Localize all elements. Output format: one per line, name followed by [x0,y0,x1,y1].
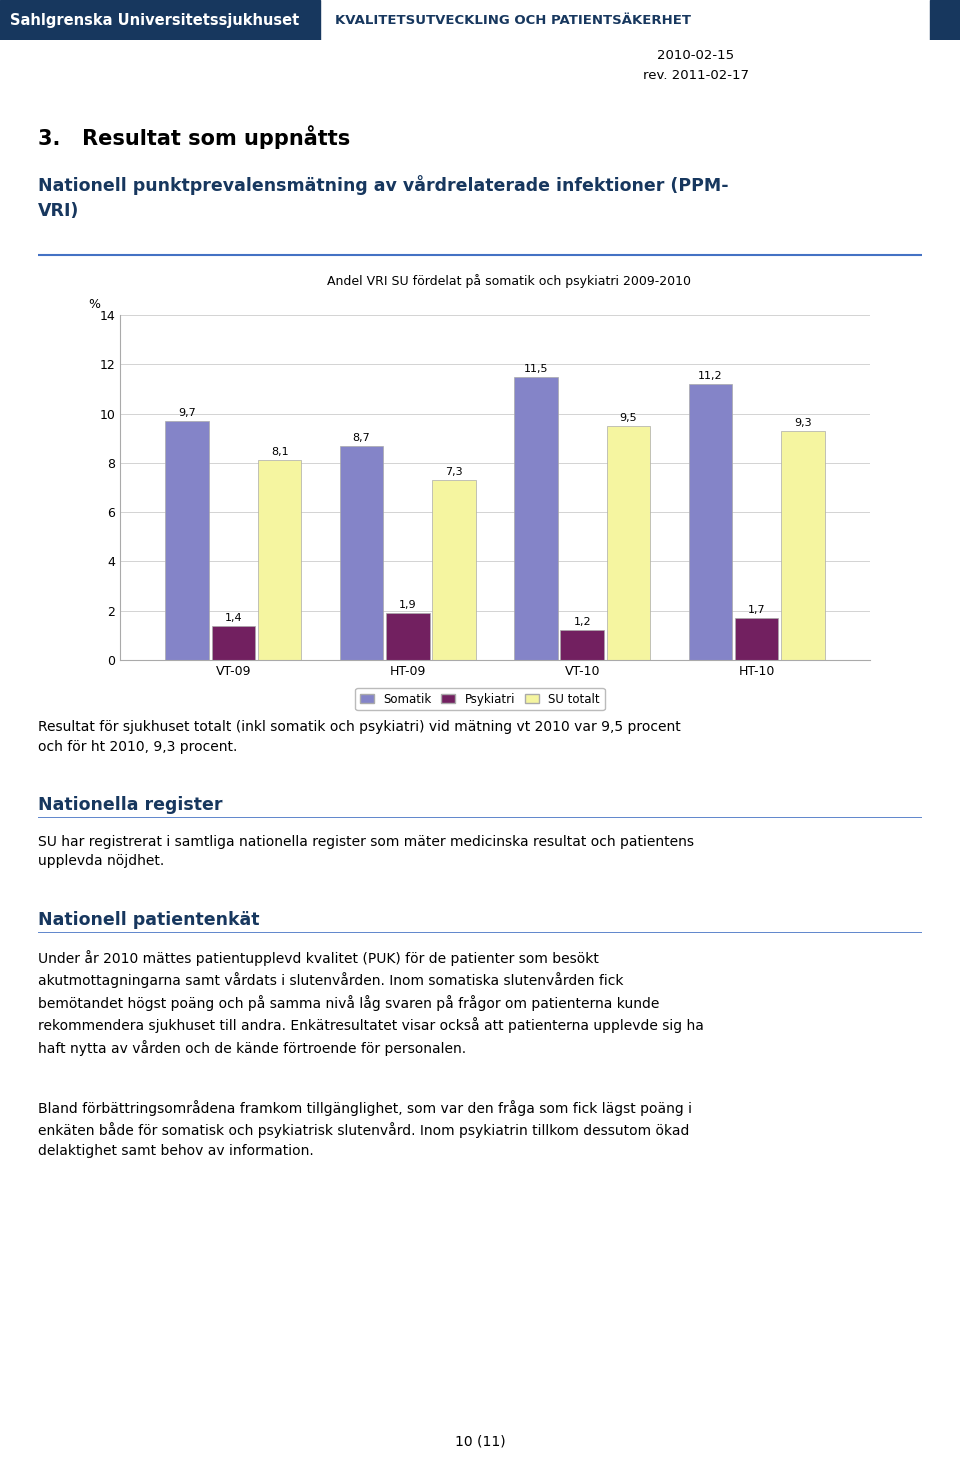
Text: Andel VRI SU fördelat på somatik och psykiatri 2009-2010: Andel VRI SU fördelat på somatik och psy… [326,274,691,288]
Text: Nationella register: Nationella register [38,795,223,814]
Text: 1,2: 1,2 [573,618,591,627]
Text: 1,4: 1,4 [225,612,242,622]
Text: 3.   Resultat som uppnåtts: 3. Resultat som uppnåtts [38,125,350,149]
Text: Bland förbättringsområdena framkom tillgänglighet, som var den fråga som fick lä: Bland förbättringsområdena framkom tillg… [38,1100,692,1158]
Text: 11,2: 11,2 [698,372,723,381]
Text: 9,7: 9,7 [179,409,196,417]
Text: 7,3: 7,3 [445,468,463,476]
Text: 9,5: 9,5 [619,413,637,423]
Text: %: % [87,298,100,311]
Bar [432,479,476,659]
Bar [607,426,650,659]
Text: 11,5: 11,5 [524,364,548,373]
Bar [386,614,429,659]
Bar [165,420,209,659]
Bar [734,618,779,659]
Text: 2010-02-15: 2010-02-15 [658,49,734,62]
Text: Nationell punktprevalensmätning av vårdrelaterade infektioner (PPM-
VRI): Nationell punktprevalensmätning av vårdr… [38,176,729,220]
Bar [688,384,732,659]
Text: SU har registrerat i samtliga nationella register som mäter medicinska resultat : SU har registrerat i samtliga nationella… [38,835,694,869]
Bar [561,630,604,659]
Text: 1,9: 1,9 [399,600,417,611]
Bar [211,625,255,659]
Text: Nationell patientenkät: Nationell patientenkät [38,910,260,929]
Text: KVALITETSUTVECKLING OCH PATIENTSÄKERHET: KVALITETSUTVECKLING OCH PATIENTSÄKERHET [335,13,691,27]
Text: Resultat för sjukhuset totalt (inkl somatik och psykiatri) vid mätning vt 2010 v: Resultat för sjukhuset totalt (inkl soma… [38,720,682,754]
Text: 8,1: 8,1 [271,447,288,457]
Text: 8,7: 8,7 [352,432,371,442]
Text: Under år 2010 mättes patientupplevd kvalitet (PUK) för de patienter som besökt
a: Under år 2010 mättes patientupplevd kval… [38,950,705,1056]
Text: 10 (11): 10 (11) [455,1435,505,1448]
Text: Sahlgrenska Universitetssjukhuset: Sahlgrenska Universitetssjukhuset [10,12,300,28]
Bar [930,0,960,40]
Text: 9,3: 9,3 [794,417,811,428]
Bar [258,460,301,659]
Legend: Somatik, Psykiatri, SU totalt: Somatik, Psykiatri, SU totalt [355,687,605,711]
Text: 1,7: 1,7 [748,605,765,615]
Bar [0,0,320,40]
Bar [340,445,383,659]
Text: rev. 2011-02-17: rev. 2011-02-17 [643,69,749,81]
Bar [781,431,825,659]
Bar [515,376,558,659]
